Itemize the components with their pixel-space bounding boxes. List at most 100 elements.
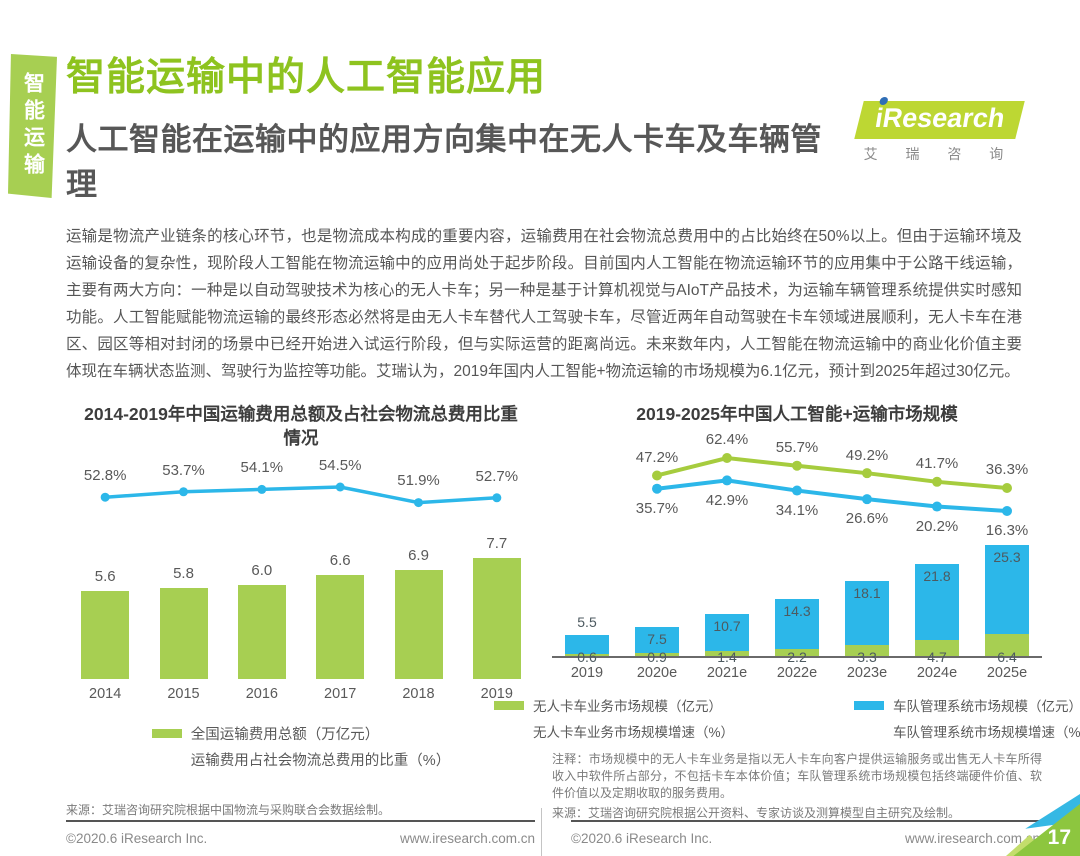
stacked-bar-fleet-segment — [565, 634, 609, 655]
iresearch-logo: iResearch 艾 瑞 咨 询 — [854, 97, 1025, 164]
legend-item: 车队管理系统市场规模增速（%） — [854, 721, 1080, 741]
bar — [81, 590, 130, 679]
bar-value-label: 0.9 — [647, 649, 667, 666]
growth-percent-label: 55.7% — [775, 439, 819, 457]
footer-left-copyright: ©2020.6 iResearch Inc. — [66, 831, 208, 846]
left-chart-source: 来源：艾瑞咨询研究院根据中国物流与采购联合会数据绘制。 — [66, 802, 391, 817]
growth-percent-label: 41.7% — [915, 455, 959, 473]
bar-value-label: 1.4 — [717, 649, 737, 666]
legend-item: 无人卡车业务市场规模增速（%） — [494, 721, 854, 741]
chart-ai-transport-market: 2019-2025年中国人工智能+运输市场规模 0.6 5.5 0.9 7.5 1.4 1… — [494, 398, 1080, 821]
legend-item: 全国运输费用总额（万亿元） — [151, 723, 450, 744]
growth-percent-label: 47.2% — [635, 448, 679, 466]
legend-item: 车队管理系统市场规模（亿元） — [854, 695, 1080, 715]
bar-value-label: 4.7 — [927, 649, 947, 666]
stacked-bar-fleet-segment — [985, 545, 1029, 634]
chart-transport-cost: 2014-2019年中国运输费用总额及占社会物流总费用比重情况 5.6 5.8 6.… — [66, 398, 536, 821]
chapter-tab-label: 智能运输 — [21, 72, 45, 180]
page-corner-decoration: 17 — [1006, 794, 1080, 856]
stacked-bar-fleet-segment — [845, 581, 889, 645]
stacked-bar-truck-segment — [635, 653, 679, 657]
growth-percent-label: 26.6% — [845, 510, 889, 528]
left-chart-plot: 5.6 5.8 6.0 6.6 6.9 7.7 52.8% 53.7% 54.1% 54.5% 51… — [66, 457, 536, 679]
growth-percent-label: 49.2% — [845, 446, 889, 464]
growth-percent-label: 36.3% — [985, 461, 1029, 479]
bar-value-label: 14.3 — [783, 602, 811, 619]
x-axis-label: 2017 — [324, 685, 357, 702]
legend-label: 车队管理系统市场规模（亿元） — [893, 699, 1080, 715]
header: 智能运输中的人工智能应用 人工智能在运输中的应用方向集中在无人卡车及车辆管理 — [66, 46, 850, 204]
bar — [237, 584, 286, 679]
bar-value-label: 7.5 — [647, 630, 667, 647]
legend-label: 无人卡车业务市场规模（亿元） — [533, 699, 722, 715]
right-chart-plot: 0.6 5.5 0.9 7.5 1.4 10.7 2.2 14.3 3.3 18.1 4.7 21.8… — [552, 431, 1042, 665]
iresearch-logo-mark: iResearch — [854, 97, 1025, 139]
x-axis-label: 2025e — [986, 665, 1028, 682]
left-chart-title: 2014-2019年中国运输费用总额及占社会物流总费用比重情况 — [84, 403, 518, 449]
x-axis-label: 2024e — [916, 665, 958, 682]
footer-divider — [541, 808, 542, 856]
percent-label: 54.5% — [318, 456, 362, 474]
bar-value-label: 0.6 — [577, 649, 597, 666]
x-axis-label: 2021e — [706, 665, 748, 682]
bar-value-label: 10.7 — [713, 617, 741, 634]
charts-row: 2014-2019年中国运输费用总额及占社会物流总费用比重情况 5.6 5.8 6.… — [66, 398, 1080, 821]
growth-percent-label: 42.9% — [705, 491, 749, 509]
footer-left-url: www.iresearch.com.cn — [399, 831, 535, 846]
x-axis-label: 2016 — [245, 685, 278, 702]
x-axis-label: 2023e — [846, 665, 888, 682]
legend-bar-swatch-icon — [151, 728, 182, 738]
stacked-bar-truck-segment — [705, 651, 749, 657]
stacked-bar-truck-segment — [985, 633, 1029, 657]
logo-brand-text: Research — [880, 103, 1007, 133]
footer-left: ©2020.6 iResearch Inc. www.iresearch.com… — [66, 820, 535, 846]
legend-label: 全国运输费用总额（万亿元） — [190, 726, 380, 743]
growth-percent-label: 62.4% — [705, 431, 749, 449]
bar-value-label: 2.2 — [787, 649, 807, 666]
bar — [394, 570, 443, 679]
stacked-bar-fleet-segment — [635, 626, 679, 654]
bar-value-label: 3.3 — [857, 649, 877, 666]
percent-label: 52.7% — [475, 467, 519, 485]
bar-value-label: 5.8 — [173, 564, 194, 582]
page-subtitle: 人工智能在运输中的应用方向集中在无人卡车及车辆管理 — [66, 122, 822, 202]
x-axis-label: 2019 — [570, 665, 604, 682]
bar — [316, 575, 365, 679]
percent-label: 54.1% — [240, 459, 284, 477]
bar-value-label: 5.6 — [94, 567, 116, 585]
stacked-bar-truck-segment — [915, 639, 959, 657]
footer-right-copyright: ©2020.6 iResearch Inc. — [571, 831, 713, 846]
x-axis-label: 2018 — [402, 685, 435, 702]
growth-percent-label: 35.7% — [635, 500, 679, 518]
legend-line-swatch-icon — [494, 727, 524, 736]
right-chart-title: 2019-2025年中国人工智能+运输市场规模 — [636, 403, 958, 424]
legend-line-swatch-icon — [854, 727, 884, 736]
bar-value-label: 6.9 — [408, 547, 429, 565]
legend-bar-swatch-icon — [854, 700, 884, 710]
bar — [472, 557, 521, 679]
stacked-bar-fleet-segment — [775, 598, 819, 649]
page-title: 智能运输中的人工智能应用 — [66, 56, 547, 99]
footer-right: ©2020.6 iResearch Inc. www.iresearch.com… — [571, 820, 1040, 846]
stacked-bar-fleet-segment — [705, 613, 749, 652]
percent-label: 52.8% — [83, 467, 127, 484]
chapter-tab: 智能运输 — [8, 54, 57, 198]
legend-line-swatch-icon — [152, 755, 182, 764]
growth-percent-label: 20.2% — [915, 517, 959, 535]
bar-value-label: 18.1 — [853, 585, 881, 602]
x-axis-label: 2015 — [167, 685, 200, 702]
logo-chinese-name: 艾 瑞 咨 询 — [863, 146, 1016, 162]
right-chart-x-axis: 2019 2020e 2021e 2022e 2023e 2024e 2025e — [552, 665, 1042, 681]
growth-percent-label: 16.3% — [985, 522, 1029, 540]
percent-label: 53.7% — [162, 461, 205, 479]
legend-item: 无人卡车业务市场规模（亿元） — [494, 695, 854, 715]
legend-label: 车队管理系统市场规模增速（%） — [893, 725, 1080, 741]
x-axis-label: 2022e — [776, 665, 818, 682]
x-axis-label: 2020e — [636, 665, 678, 682]
right-chart-note: 注释：市场规模中的无人卡车业务是指以无人卡车向客户提供运输服务或出售无人卡车所得… — [552, 752, 1042, 800]
bar-value-label: 5.5 — [577, 613, 597, 630]
bar-value-label: 25.3 — [993, 549, 1021, 566]
body-paragraph: 运输是物流产业链条的核心环节，也是物流成本构成的重要内容，运输费用在社会物流总费… — [66, 228, 1022, 380]
bar-value-label: 7.7 — [486, 534, 508, 552]
x-axis-label: 2014 — [89, 685, 122, 702]
